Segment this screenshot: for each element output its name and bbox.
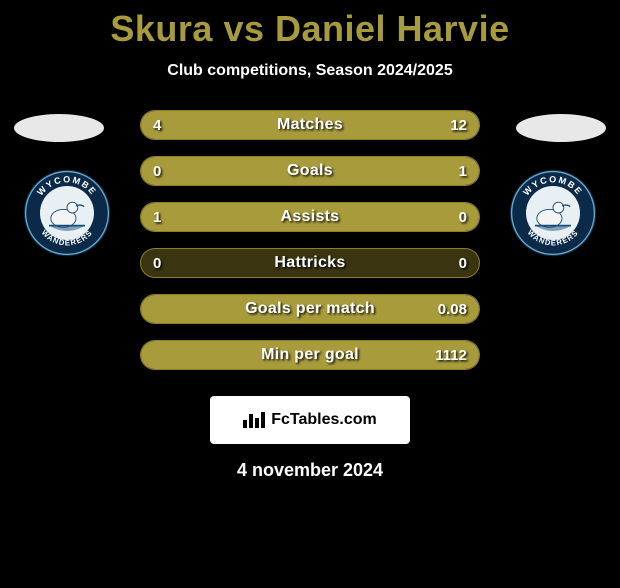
chart-bars-icon <box>243 412 265 428</box>
stat-value-right: 0.08 <box>438 295 467 323</box>
stat-value-right: 0 <box>459 203 467 231</box>
stat-row: Min per goal1112 <box>140 340 480 370</box>
player-photo-placeholder-right <box>516 114 606 142</box>
stat-row: Assists1 0 <box>140 202 480 232</box>
stat-label: Goals per match <box>141 295 479 323</box>
attribution-text: FcTables.com <box>271 411 377 429</box>
stat-label: Assists <box>141 203 479 231</box>
stat-bars-container: Matches412Goals01Assists10Hattricks00Goa… <box>140 110 480 386</box>
attribution-badge: FcTables.com <box>210 396 410 444</box>
club-badge-icon: WYCOMBE WANDERERS <box>22 168 112 258</box>
comparison-subtitle: Club competitions, Season 2024/2025 <box>0 62 620 80</box>
club-badge-icon: WYCOMBE WANDERERS <box>508 168 598 258</box>
stat-label: Min per goal <box>141 341 479 369</box>
comparison-main: WYCOMBE WANDERERS WYCOMBE WANDERERS <box>0 110 620 390</box>
club-badge-right: WYCOMBE WANDERERS <box>508 168 598 258</box>
club-badge-left: WYCOMBE WANDERERS <box>22 168 112 258</box>
stat-row: Matches4 12 <box>140 110 480 140</box>
stat-label: Goals <box>141 157 479 185</box>
stat-label: Matches <box>141 111 479 139</box>
stat-value-left: 0 <box>153 249 161 277</box>
stat-row: Goals per match0.08 <box>140 294 480 324</box>
stat-value-left: 4 <box>153 111 161 139</box>
snapshot-date: 4 november 2024 <box>0 460 620 481</box>
stat-value-right: 0 <box>459 249 467 277</box>
stat-value-left: 1 <box>153 203 161 231</box>
stat-value-right: 1112 <box>435 341 467 369</box>
stat-row: Goals0 1 <box>140 156 480 186</box>
player-photo-placeholder-left <box>14 114 104 142</box>
comparison-title: Skura vs Daniel Harvie <box>0 8 620 50</box>
stat-value-left: 0 <box>153 157 161 185</box>
stat-value-right: 1 <box>459 157 467 185</box>
stat-value-right: 12 <box>450 111 467 139</box>
stat-label: Hattricks <box>141 249 479 277</box>
stat-row: Hattricks0 0 <box>140 248 480 278</box>
